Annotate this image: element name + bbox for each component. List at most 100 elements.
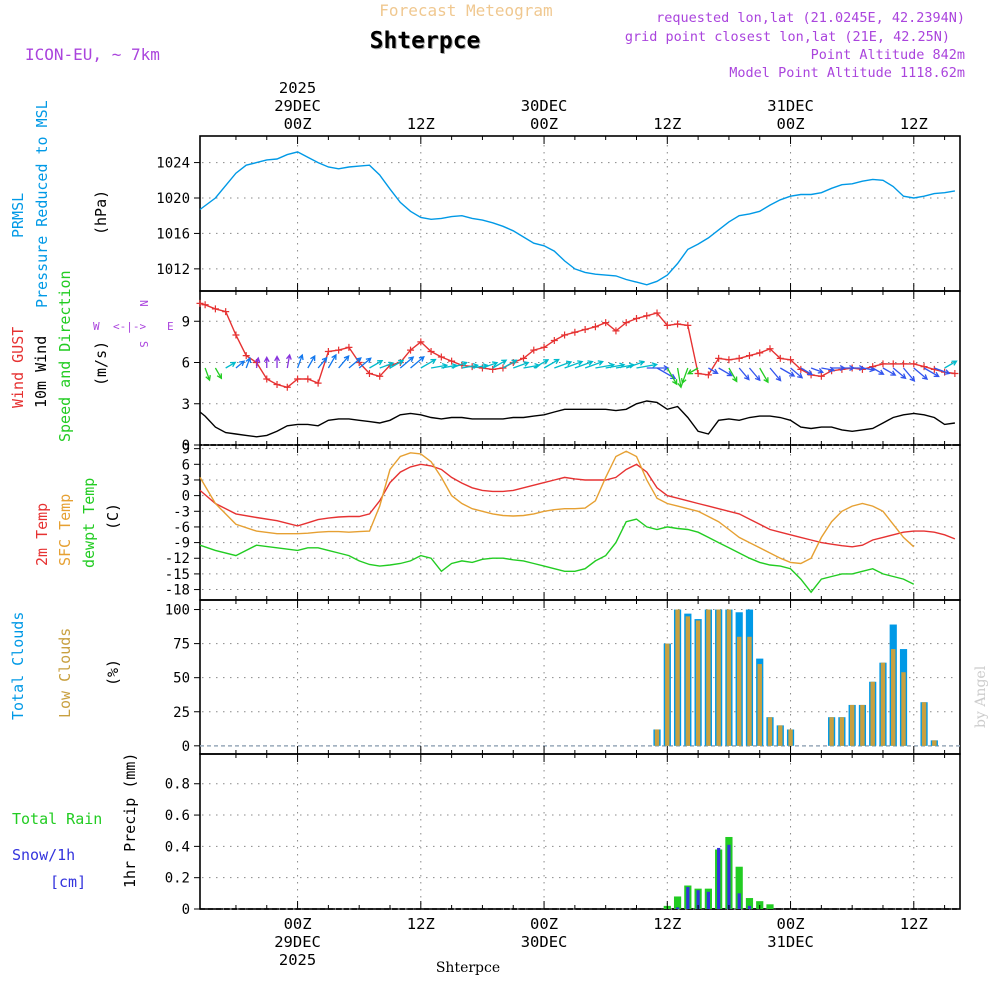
wind-gust-marker [304, 375, 312, 383]
temp-dewpoint-label: dewpt Temp [80, 478, 98, 568]
wind-direction-arrow [882, 367, 897, 376]
wind-gust-marker [263, 375, 271, 383]
time-label-bottom: 30DEC [521, 933, 568, 951]
wind-10m-label: 10m Wind [32, 336, 50, 408]
y-tick-label: 1024 [156, 156, 190, 172]
compass-east: E [167, 320, 174, 333]
wind-gust-marker [540, 343, 548, 351]
y-tick-label: 1012 [156, 262, 190, 278]
wind-gust-marker [335, 346, 343, 354]
low-cloud-bar [726, 609, 732, 746]
wind-direction-arrow [317, 356, 328, 369]
wind-direction-arrow [263, 356, 270, 368]
time-label-bottom: 00Z [777, 915, 805, 933]
y-tick-label: 1020 [156, 191, 190, 207]
snow-bar [675, 907, 680, 909]
wind-direction-arrow [307, 354, 316, 369]
wind-gust-marker [530, 346, 538, 354]
wind-direction-arrow [769, 367, 782, 382]
low-cloud-bar [654, 729, 660, 746]
wind-gust-marker [879, 360, 887, 368]
wind-direction-arrow [296, 353, 304, 369]
wind-unit: (m/s) [92, 341, 110, 386]
wind-gust-marker [232, 331, 240, 339]
wind-gust-marker [294, 375, 302, 383]
wind-gust-marker [324, 348, 332, 355]
time-label-top: 12Z [407, 115, 435, 133]
wind-gust-line [199, 302, 955, 389]
snow-bar [706, 891, 710, 909]
wind-gust-marker [766, 345, 774, 353]
y-tick-label: 25 [173, 705, 190, 721]
low-cloud-bar [849, 704, 855, 746]
wind-direction-arrow [358, 357, 372, 369]
low-cloud-bar [829, 717, 834, 746]
wind-direction-arrow [666, 367, 678, 386]
chart-title: Forecast Meteogram [379, 1, 552, 20]
low-clouds-label: Low Clouds [56, 628, 74, 718]
wind-direction-arrow [934, 367, 951, 375]
wind-gust-marker [407, 346, 415, 354]
time-label-top: 31DEC [767, 97, 814, 115]
low-cloud-bar [921, 702, 927, 746]
y-tick-label: 0.6 [165, 808, 190, 824]
model-label: ICON-EU, ~ 7km [25, 45, 160, 64]
y-tick-label: 0.8 [165, 777, 190, 793]
low-cloud-bar [706, 609, 711, 746]
wind-direction-arrow [810, 367, 825, 374]
wind-direction-arrow [779, 367, 796, 377]
wind-gust-marker [622, 319, 630, 327]
time-label-bottom: 00Z [284, 915, 312, 933]
wind-direction-arrow [862, 366, 876, 373]
wind-gust-marker [489, 365, 497, 373]
wind-speed-direction-label: Speed and Direction [56, 270, 74, 442]
wind-direction-arrow [676, 367, 684, 389]
y-tick-label: 0 [182, 438, 190, 454]
requested-coordinates: requested lon,lat (21.0245E, 42.2394N) [656, 10, 965, 26]
wind-direction-arrow [759, 367, 769, 384]
low-cloud-bar [788, 729, 793, 746]
compass-south: S [137, 341, 150, 348]
wind-direction-arrow [420, 358, 437, 369]
wind-direction-arrow [738, 367, 750, 381]
wind-gust-marker [581, 326, 589, 333]
time-label-top: 12Z [653, 115, 681, 133]
pressure-line [199, 151, 956, 286]
y-tick-label: 0.2 [165, 871, 190, 887]
wind-compass-icon: N W E <-|-> S [93, 300, 174, 348]
time-label-bottom: 29DEC [274, 933, 321, 951]
time-label-top: 30DEC [521, 97, 568, 115]
wind-direction-arrow [718, 367, 733, 377]
low-cloud-bar [736, 636, 742, 746]
wind-gust-marker [910, 360, 918, 368]
wind-direction-arrow [502, 359, 518, 369]
pressure-label-prmsl: PRMSL [9, 193, 27, 238]
wind-direction-arrow [204, 367, 211, 382]
snow-bar [737, 893, 741, 909]
temp-2m-label: 2m Temp [33, 503, 51, 566]
y-tick-label: 6 [182, 356, 190, 372]
low-cloud-bar [870, 681, 875, 746]
wind-direction-arrow [686, 367, 699, 375]
wind-direction-arrow [625, 360, 646, 369]
low-cloud-bar [778, 725, 783, 746]
wind-gust-marker [602, 319, 610, 327]
wind-gust-marker [787, 356, 795, 364]
y-tick-label: 0.4 [165, 839, 190, 855]
wind-gust-marker [776, 354, 784, 362]
rain-bar [673, 896, 682, 909]
wind-gust-marker [427, 348, 435, 355]
wind-direction-arrow [680, 367, 689, 385]
wind-direction-arrow [852, 365, 866, 371]
precip-panel-frame [199, 753, 961, 910]
y-tick-label: -9 [173, 536, 190, 552]
wind-gust-marker [920, 363, 928, 371]
wind-direction-arrow [235, 360, 246, 369]
y-tick-label: 50 [173, 671, 190, 687]
wind-gust-marker [735, 354, 743, 362]
rain-bar [735, 866, 743, 909]
snow-bar [747, 905, 752, 909]
wind-gust-marker [571, 328, 579, 336]
y-tick-label: -6 [173, 520, 190, 536]
y-tick-label: -3 [173, 504, 190, 520]
